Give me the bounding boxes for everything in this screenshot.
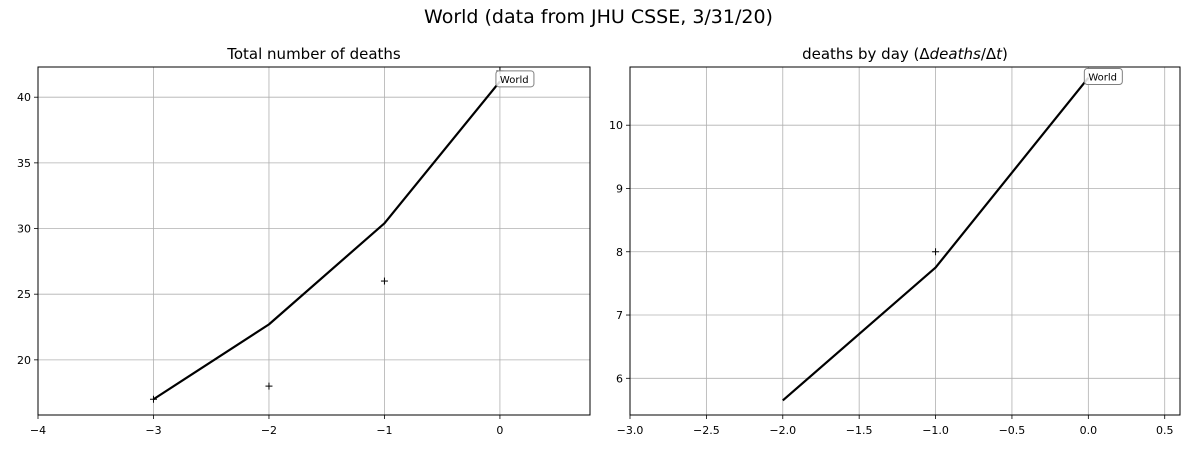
subplot-2: −3.0 −2.5 −2.0 −1.5 −1.0 −0.5 0.0 0.5 6 7 8 9 10 Worl… [609,45,1181,437]
title-span: Δ [919,45,930,63]
y-tick-label: 9 [616,182,623,195]
title-span: Δ [986,45,997,63]
y-tick-label: 10 [609,119,623,132]
title-span: / [981,45,987,63]
data-point-marker [932,248,940,256]
data-point-marker [265,382,273,390]
x-tick-label: 0.0 [1080,424,1098,437]
x-tick-label: −2.0 [769,424,796,437]
x-tick-label: −1 [376,424,392,437]
y-tick-label: 20 [17,354,31,367]
x-tick-label: −3 [145,424,161,437]
title-span: deaths [930,45,981,63]
x-tick-label: 0 [496,424,503,437]
y-tick-label: 8 [616,246,623,259]
annotation-label: World [495,70,535,88]
series-line [152,80,501,401]
axes-frame [37,66,591,416]
annotation-text: World [500,75,529,86]
subplot-title: Total number of deaths [226,45,401,63]
y-tick-label: 6 [616,372,623,385]
title-span: deaths by day ( [802,45,919,63]
x-tick-label: −2 [261,424,277,437]
x-tick-label: −1.0 [922,424,949,437]
x-tick-label: 0.5 [1156,424,1174,437]
data-point-marker [380,277,388,285]
x-tick-label: −1.5 [846,424,873,437]
x-tick-label: −0.5 [999,424,1026,437]
annotation-text: World [1088,72,1117,83]
y-tick-label: 40 [17,91,31,104]
data-point-marker [149,395,157,403]
series-line [782,77,1090,402]
title-span: ) [1002,45,1008,63]
annotation-label: World [1083,67,1123,85]
y-tick-label: 7 [616,309,623,322]
x-tick-label: −3.0 [617,424,644,437]
annotation-box [1083,67,1123,85]
y-tick-label: 35 [17,157,31,170]
y-tick-label: 30 [17,223,31,236]
subplot-1: −4 −3 −2 −1 0 20 25 30 35 40 World Total number of … [17,45,591,437]
x-tick-label: −4 [30,424,46,437]
figure-title: World (data from JHU CSSE, 3/31/20) [424,6,773,28]
title-span: t [996,45,1003,63]
x-tick-label: −2.5 [693,424,720,437]
y-tick-label: 25 [17,288,31,301]
axes-frame [629,66,1181,416]
annotation-box [495,70,535,88]
subplot-title: deaths by day (Δdeaths/Δt) [802,45,1008,63]
